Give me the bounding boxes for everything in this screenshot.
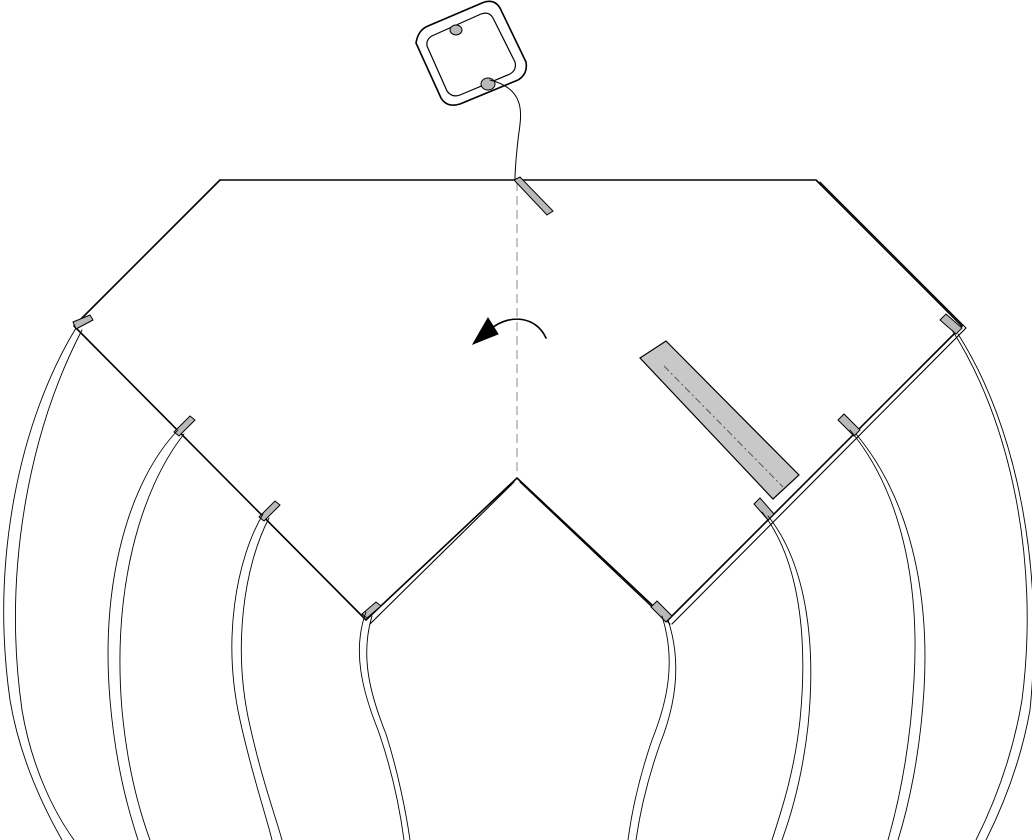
tab-left-bottom [361,601,382,619]
square-ring-hanger [415,0,528,181]
hanging-strings [3,327,1032,840]
folded-paper-panel [73,179,967,625]
tab-right-lower [753,497,775,521]
tab-left-corner [72,314,94,330]
tab-top-center [513,176,554,216]
curved-rotate-arrow-icon [471,317,547,346]
tab-left-lower [258,500,281,522]
tab-left-upper [173,415,196,437]
tab-right-bottom [650,600,673,623]
tab-right-upper [837,413,861,437]
tab-right-corner [939,313,963,335]
edge-tabs [72,176,963,623]
adhesive-strip [639,340,800,500]
